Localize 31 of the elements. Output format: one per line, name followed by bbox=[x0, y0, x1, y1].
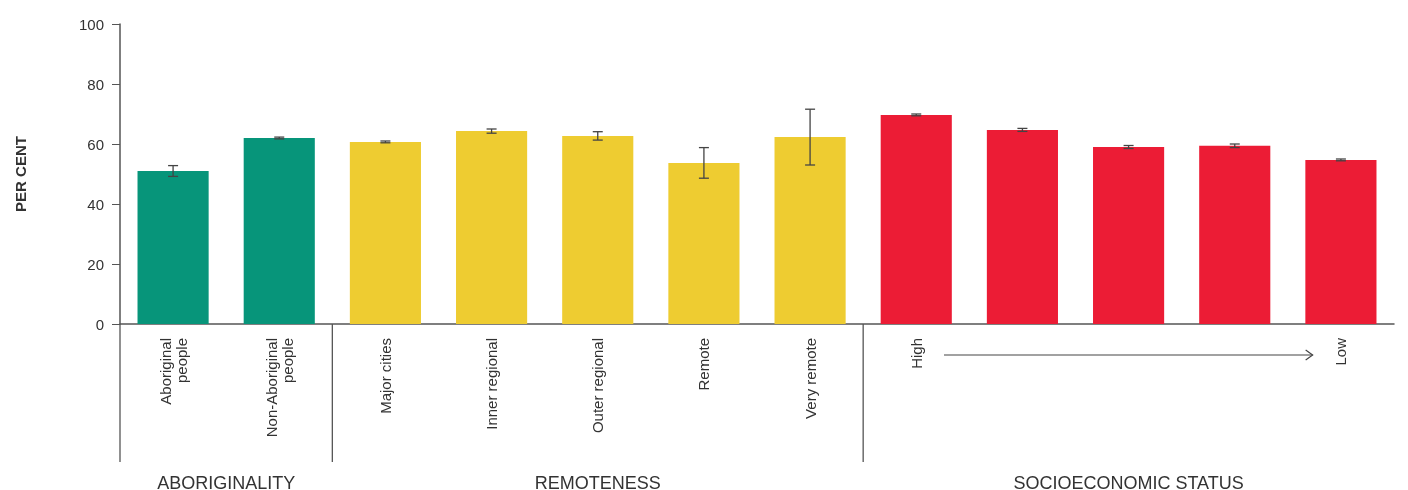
bar bbox=[668, 162, 740, 324]
x-tick-label: High bbox=[907, 338, 925, 369]
bar bbox=[562, 135, 634, 324]
y-tick-label: 60 bbox=[87, 135, 104, 153]
bar bbox=[880, 114, 952, 324]
y-tick-label: 40 bbox=[87, 195, 104, 213]
y-tick-label: 20 bbox=[87, 255, 104, 273]
bar bbox=[986, 129, 1058, 324]
x-tick-label: Non-Aboriginal people bbox=[262, 338, 296, 438]
y-axis-title: PER CENT bbox=[12, 136, 29, 212]
x-tick-label: Very remote bbox=[801, 338, 819, 419]
text: REMOTENESS bbox=[534, 473, 661, 490]
bar bbox=[1305, 159, 1377, 324]
text: ABORIGINALITY bbox=[157, 473, 296, 490]
y-tick-label: 80 bbox=[87, 75, 104, 93]
y-tick-label: 0 bbox=[95, 315, 104, 333]
x-tick-label: Remote bbox=[695, 338, 713, 391]
y-tick-label: 100 bbox=[78, 15, 104, 33]
x-tick-label: Inner regional bbox=[483, 338, 501, 430]
bar bbox=[1199, 145, 1271, 324]
bar bbox=[243, 138, 315, 324]
bar bbox=[1093, 147, 1165, 324]
bar bbox=[137, 171, 209, 324]
x-tick-label: Low bbox=[1332, 337, 1350, 366]
bar bbox=[349, 141, 421, 324]
bar bbox=[456, 131, 528, 324]
text: SOCIOECONOMIC STATUS bbox=[1013, 473, 1244, 490]
x-tick-label: Aboriginal people bbox=[156, 338, 190, 405]
x-tick-label: Outer regional bbox=[589, 338, 607, 434]
bar bbox=[774, 137, 846, 324]
x-tick-label: Major cities bbox=[376, 338, 394, 414]
